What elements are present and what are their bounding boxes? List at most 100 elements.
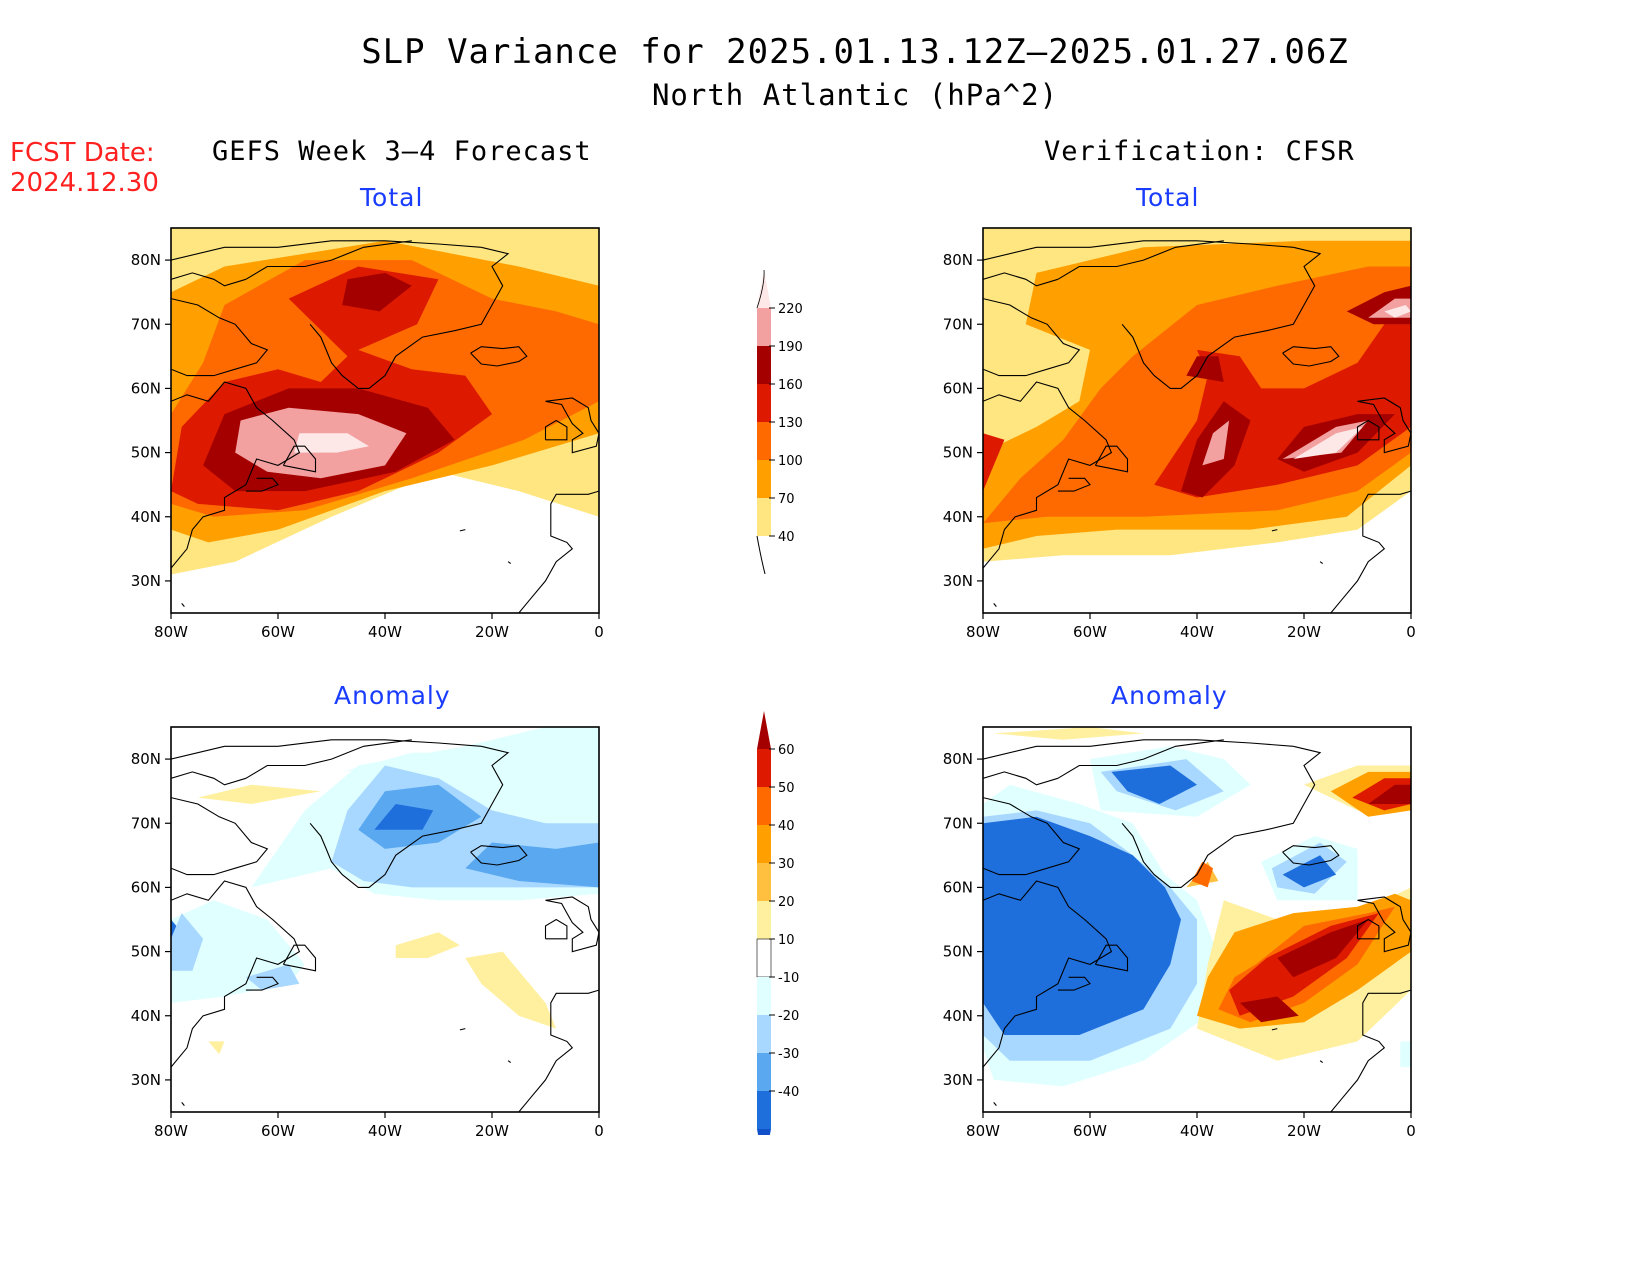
coastline <box>518 490 599 613</box>
colorbar-label: -30 <box>778 1047 799 1062</box>
colorbar-anomaly: 60 50 40 30 20 10 -10 -20 -30 -40 <box>756 711 799 1135</box>
colorbar-label: 220 <box>778 302 803 317</box>
coastline <box>1057 240 1224 280</box>
lat-label: 30N <box>943 572 973 590</box>
coastline <box>1330 989 1411 1112</box>
coastline <box>1271 529 1278 532</box>
lat-label: 40N <box>131 1007 161 1025</box>
coastline <box>545 397 599 454</box>
colorbar-label: 40 <box>778 819 795 834</box>
colorbar-swatch <box>757 977 771 1015</box>
coastlines <box>983 240 1411 613</box>
contour-fill <box>465 951 557 1029</box>
coastline <box>1121 246 1322 389</box>
coastline <box>1357 397 1411 454</box>
lon-label: 80W <box>966 623 1000 641</box>
coastline <box>282 445 317 473</box>
colorbar-label: 10 <box>778 933 795 948</box>
coastline <box>459 529 466 532</box>
coastline <box>171 880 301 1068</box>
contour-fill <box>1368 784 1411 804</box>
lon-label: 0 <box>594 1122 604 1140</box>
colorbar-label: 100 <box>778 454 803 469</box>
colorbar-label: 160 <box>778 378 803 393</box>
lat-label: 70N <box>131 814 161 832</box>
lat-label: 80N <box>131 750 161 768</box>
coastline <box>181 603 185 607</box>
lon-label: 40W <box>1180 623 1214 641</box>
lon-label: 60W <box>261 1122 295 1140</box>
coastline <box>245 477 279 492</box>
contour-fill <box>465 842 599 888</box>
coastline <box>1271 1028 1278 1031</box>
map-forecast-total: 80W 60W 40W 20W 0 80N 70N 60N 50N 40N 30N <box>131 227 604 641</box>
panel-title-forecast-anomaly: Anomaly <box>334 681 451 710</box>
colorbar-swatch <box>756 938 772 978</box>
coastline <box>1094 944 1129 972</box>
figure-title: SLP Variance for 2025.01.13.12Z–2025.01.… <box>361 32 1349 72</box>
contour-fill <box>342 272 412 312</box>
coastline <box>171 739 482 760</box>
coastline <box>1121 745 1322 888</box>
coastline <box>1357 896 1411 953</box>
contour-fill <box>1293 426 1363 459</box>
map-verification-anomaly: 80W 60W 40W 20W 0 80N 70N 60N 50N 40N 30N <box>943 726 1416 1140</box>
colorbar-swatch <box>757 384 771 422</box>
coastline <box>983 797 1081 876</box>
lat-label: 60N <box>943 379 973 397</box>
contour-fill <box>1111 765 1197 804</box>
lat-label: 30N <box>131 1071 161 1089</box>
contour-fill <box>395 932 460 958</box>
lon-label: 80W <box>966 1122 1000 1140</box>
coastline <box>1319 1060 1324 1064</box>
forecast-date: FCST Date: 2024.12.30 <box>10 138 159 198</box>
colorbar-cap-outline <box>756 269 765 309</box>
contour-fill <box>1400 1041 1411 1068</box>
colorbar-label: 50 <box>778 781 795 796</box>
lat-label: 40N <box>131 508 161 526</box>
contour-fill <box>1384 305 1411 318</box>
colorbar-swatch <box>757 308 771 346</box>
forecast-date-value: 2024.12.30 <box>10 168 159 198</box>
coastline <box>171 771 247 786</box>
coastline <box>171 797 269 876</box>
coastline <box>983 880 1113 1068</box>
lon-label: 80W <box>154 1122 188 1140</box>
contour-fill <box>1186 356 1224 382</box>
coastlines <box>171 240 599 613</box>
colorbar-cap-top <box>757 270 771 308</box>
coastline <box>1057 477 1091 492</box>
lat-label: 50N <box>131 444 161 462</box>
coastline <box>1282 346 1340 367</box>
colorbar-label: 70 <box>778 492 795 507</box>
lon-label: 80W <box>154 623 188 641</box>
contour-fill <box>171 919 177 939</box>
colorbar-total: 220 190 160 130 100 70 40 <box>756 269 803 575</box>
lon-label: 20W <box>475 623 509 641</box>
colorbar-swatch <box>757 1091 771 1129</box>
lon-label: 40W <box>1180 1122 1214 1140</box>
colorbar-swatch <box>757 749 771 787</box>
colorbar-swatch <box>757 1015 771 1053</box>
coastline <box>983 240 1294 261</box>
lon-label: 60W <box>1073 1122 1107 1140</box>
lon-label: 0 <box>594 623 604 641</box>
lat-label: 60N <box>131 878 161 896</box>
colorbar-label: -10 <box>778 971 799 986</box>
field-contours <box>171 228 599 613</box>
coastline <box>171 381 301 569</box>
contour-fill <box>983 816 1181 1035</box>
contour-fill <box>1202 420 1230 466</box>
colorbar-swatch <box>757 346 771 384</box>
lon-label: 40W <box>368 1122 402 1140</box>
coastline <box>544 419 568 441</box>
coastline <box>1057 976 1091 991</box>
colorbar-label: 40 <box>778 530 795 545</box>
coastline <box>983 381 1113 569</box>
forecast-date-label: FCST Date: <box>10 138 155 168</box>
coastline <box>470 845 528 866</box>
colorbar-cap-bottom <box>756 535 766 575</box>
colorbar-swatch <box>757 901 771 939</box>
contour-fill <box>294 433 369 453</box>
coastline <box>282 944 317 972</box>
